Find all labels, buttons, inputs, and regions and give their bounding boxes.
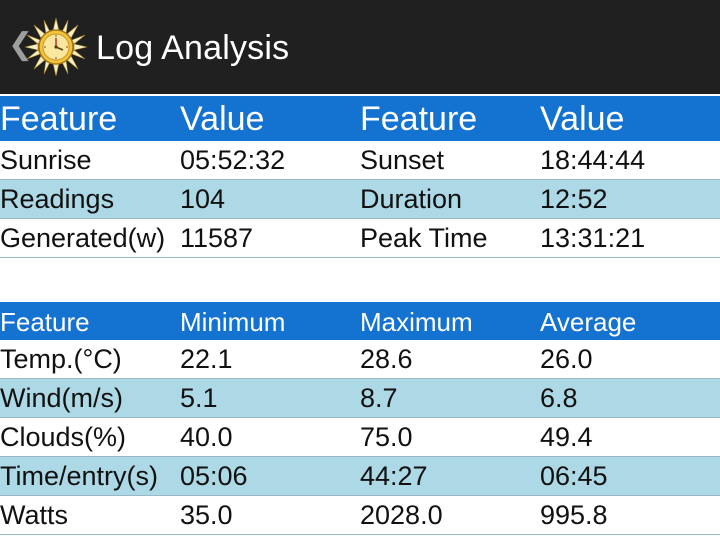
table-cell: Temp.(°C) (0, 340, 180, 379)
table-cell: Sunrise (0, 141, 180, 180)
table-cell: 18:44:44 (540, 141, 720, 180)
table-cell: 26.0 (540, 340, 720, 379)
summary-header-cell: Value (180, 96, 360, 141)
table-cell: 49.4 (540, 417, 720, 457)
summary-table: Feature Value Feature Value Sunrise 05:5… (0, 96, 720, 258)
table-cell: 75.0 (360, 417, 540, 457)
table-cell: 13:31:21 (540, 218, 720, 258)
table-cell: 05:52:32 (180, 141, 360, 180)
table-row: Clouds(%) 40.0 75.0 49.4 (0, 417, 720, 457)
table-cell: Time/entry(s) (0, 456, 180, 496)
table-cell: 35.0 (180, 495, 360, 535)
table-cell: 6.8 (540, 378, 720, 418)
stats-header-cell: Maximum (360, 302, 540, 340)
sun-clock-icon (24, 17, 88, 77)
table-cell: 11587 (180, 218, 360, 258)
table-cell: 104 (180, 179, 360, 219)
table-cell: 40.0 (180, 417, 360, 457)
table-cell: 44:27 (360, 456, 540, 496)
table-row: Watts 35.0 2028.0 995.8 (0, 495, 720, 535)
table-row: Wind(m/s) 5.1 8.7 6.8 (0, 378, 720, 418)
table-cell: Peak Time (360, 218, 540, 258)
table-cell: Duration (360, 179, 540, 219)
summary-header-cell: Value (540, 96, 720, 141)
page-title: Log Analysis (96, 29, 290, 67)
summary-header-cell: Feature (0, 96, 180, 141)
table-row: Readings 104 Duration 12:52 (0, 179, 720, 219)
table-cell: 5.1 (180, 378, 360, 418)
table-row: Temp.(°C) 22.1 28.6 26.0 (0, 340, 720, 379)
table-cell: 06:45 (540, 456, 720, 496)
summary-header-row: Feature Value Feature Value (0, 96, 720, 141)
stats-header-cell: Minimum (180, 302, 360, 340)
table-cell: Readings (0, 179, 180, 219)
stats-header-cell: Feature (0, 302, 180, 340)
stats-table: Feature Minimum Maximum Average Temp.(°C… (0, 302, 720, 535)
table-cell: Wind(m/s) (0, 378, 180, 418)
stats-header-row: Feature Minimum Maximum Average (0, 302, 720, 340)
summary-header-cell: Feature (360, 96, 540, 141)
stats-header-cell: Average (540, 302, 720, 340)
table-cell: 22.1 (180, 340, 360, 379)
table-cell: Clouds(%) (0, 417, 180, 457)
table-row: Sunrise 05:52:32 Sunset 18:44:44 (0, 141, 720, 180)
table-cell: Sunset (360, 141, 540, 180)
table-row: Generated(w) 11587 Peak Time 13:31:21 (0, 218, 720, 258)
table-cell: 05:06 (180, 456, 360, 496)
table-cell: 2028.0 (360, 495, 540, 535)
table-cell: Generated(w) (0, 218, 180, 258)
table-cell: 995.8 (540, 495, 720, 535)
app-bar: ❮ Log A (0, 0, 720, 94)
table-cell: 28.6 (360, 340, 540, 379)
table-row: Time/entry(s) 05:06 44:27 06:45 (0, 456, 720, 496)
table-cell: 12:52 (540, 179, 720, 219)
table-cell: Watts (0, 495, 180, 535)
table-cell: 8.7 (360, 378, 540, 418)
